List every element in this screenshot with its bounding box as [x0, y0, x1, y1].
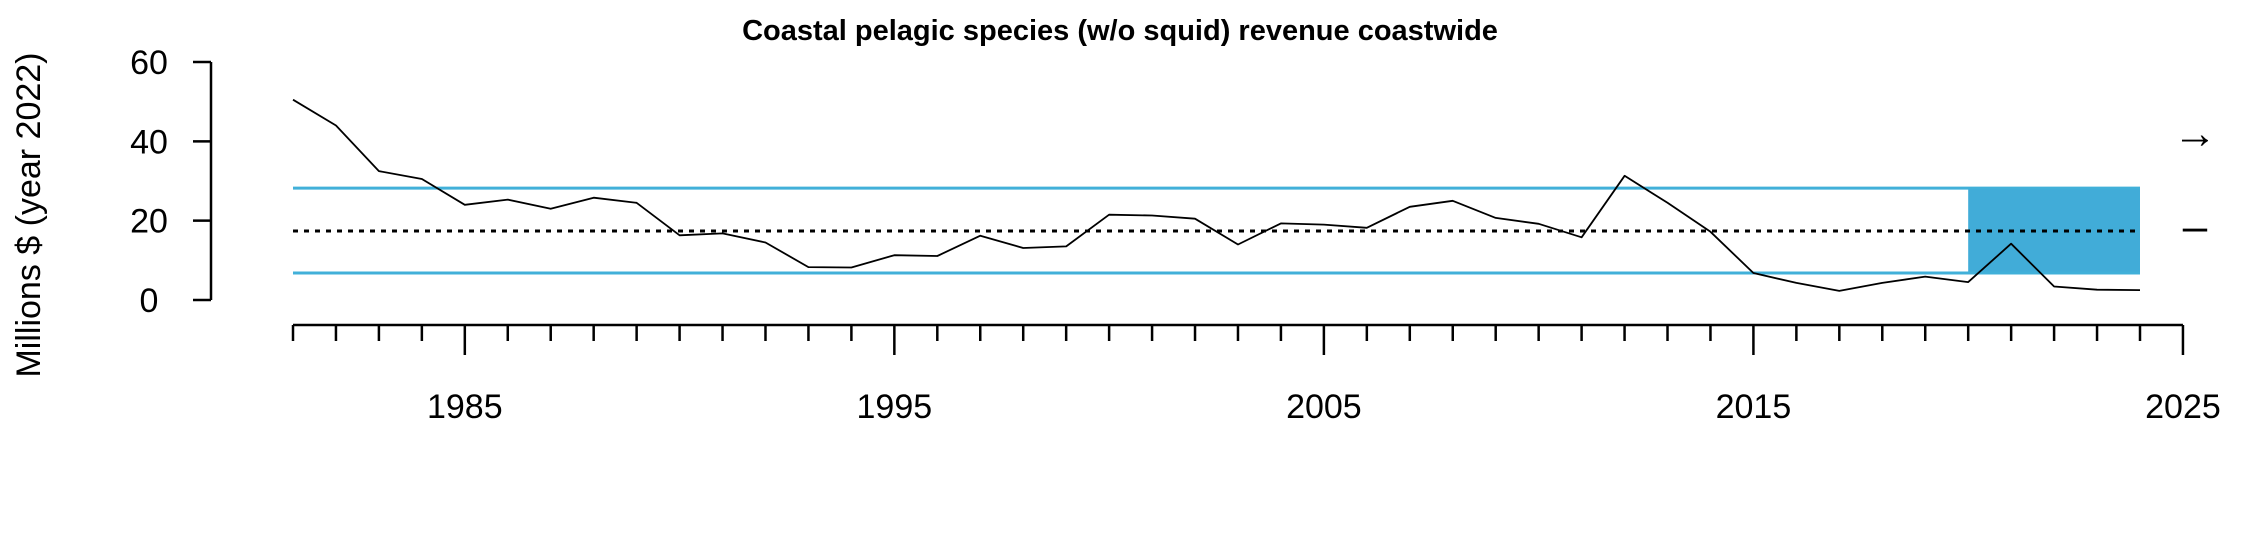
mean-dash-indicator: –: [2183, 202, 2208, 251]
chart-title: Coastal pelagic species (w/o squid) reve…: [742, 15, 1498, 47]
x-tick-label: 2005: [1286, 388, 1362, 426]
trend-arrow-indicator: →: [2173, 109, 2217, 158]
revenue-series-line: [292, 98, 2141, 292]
y-tick-label: 60: [130, 44, 168, 82]
x-tick-label: 1995: [857, 388, 933, 426]
y-tick-label: 40: [130, 123, 168, 161]
y-tick-label: 0: [140, 282, 159, 320]
y-axis-label: Millions $ (year 2022): [10, 52, 48, 377]
x-tick-label: 2025: [2145, 388, 2221, 426]
x-tick-label: 2015: [1716, 388, 1792, 426]
y-tick-label: 20: [130, 203, 168, 241]
plot-area: 0 20 40 60 1985 1995 2005 2015 2025: [130, 44, 2221, 426]
x-tick-label: 1985: [427, 388, 503, 426]
